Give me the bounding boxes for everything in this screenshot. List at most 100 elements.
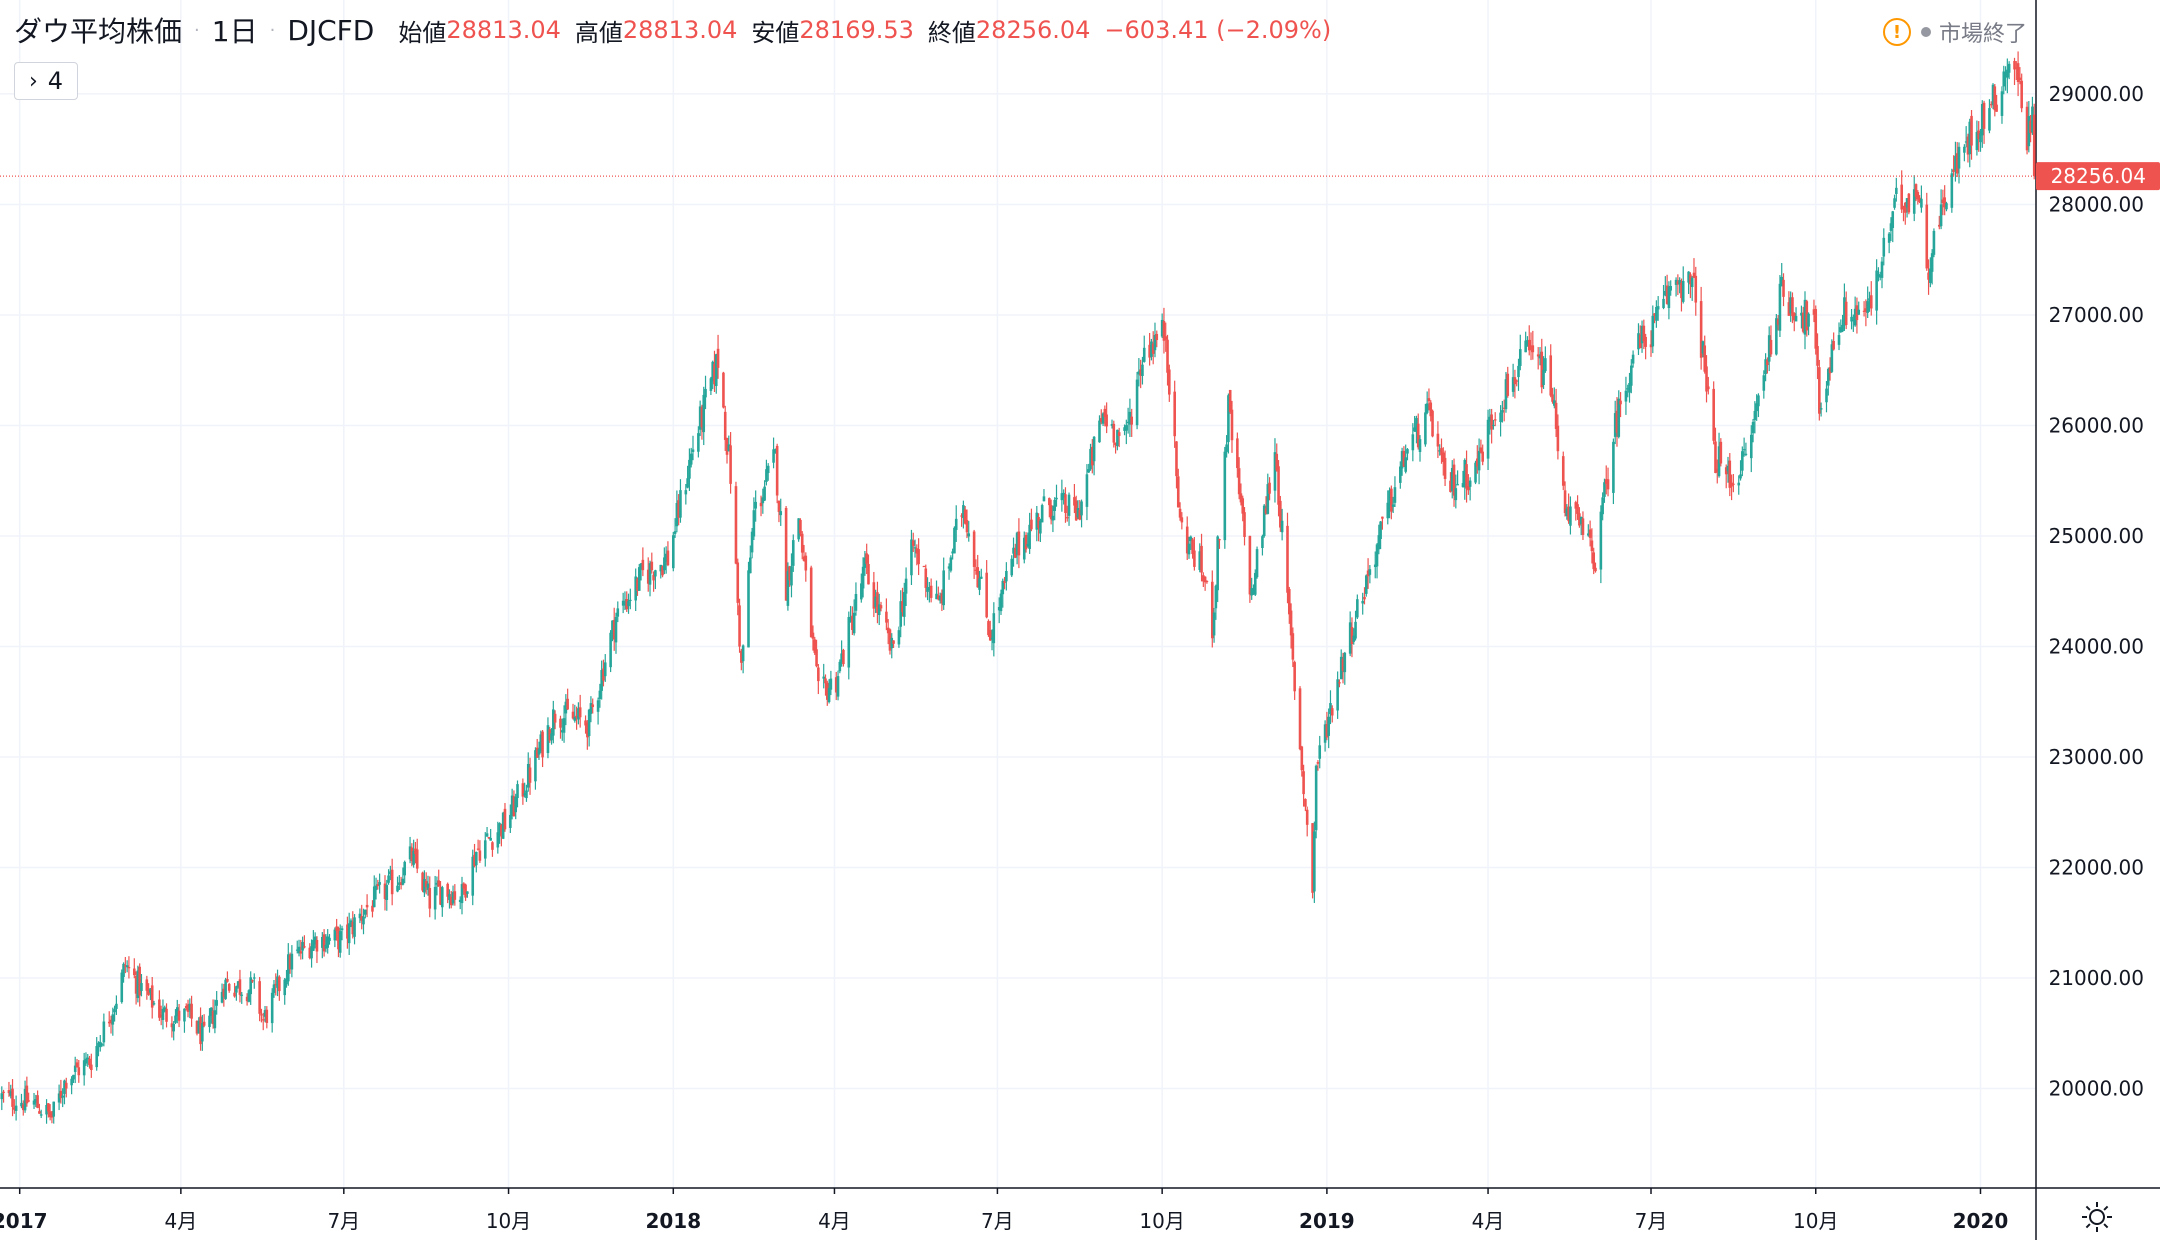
candle-body — [1830, 344, 1834, 372]
candle-body — [1780, 276, 1784, 287]
candle-body — [541, 731, 544, 758]
indicators-toggle-button[interactable]: › 4 — [14, 62, 78, 100]
candle-body — [295, 949, 299, 951]
candle-body — [466, 891, 469, 894]
candle-body — [587, 709, 591, 737]
y-tick-label: 28000.00 — [2049, 192, 2144, 216]
candle-body — [1039, 520, 1042, 534]
settings-sun-icon[interactable] — [2080, 1200, 2114, 1234]
candle-body — [1501, 410, 1504, 413]
candle-body — [489, 837, 492, 841]
candle-body — [1644, 336, 1647, 347]
x-tick-label: 2019 — [1299, 1209, 1355, 1233]
candle-body — [1255, 549, 1259, 578]
candle-body — [786, 571, 790, 606]
candle-body — [1465, 464, 1468, 489]
candle-body — [423, 878, 426, 893]
candle-body — [1536, 354, 1540, 357]
candle-body — [213, 1010, 217, 1029]
candle-body — [1178, 508, 1182, 518]
candle-body — [1112, 423, 1116, 443]
candle-body — [313, 936, 317, 945]
candle-body — [1175, 441, 1178, 477]
candle-body — [629, 599, 632, 602]
candle-body — [528, 767, 532, 783]
candle-body — [2007, 63, 2011, 73]
candle-body — [1316, 762, 1320, 764]
candle-body — [224, 979, 227, 999]
candle-body — [95, 1046, 98, 1068]
candle-body — [750, 531, 754, 553]
candle-body — [1266, 484, 1270, 514]
candle-body — [125, 965, 129, 968]
candle-body — [779, 511, 783, 516]
candle-body — [550, 733, 553, 741]
candle-body — [1853, 308, 1857, 326]
candle-body — [1880, 261, 1884, 278]
candle-body — [865, 553, 868, 564]
y-tick-label: 26000.00 — [2049, 413, 2144, 437]
candle-body — [2031, 106, 2034, 133]
candle-body — [942, 570, 945, 606]
candle-body — [1551, 394, 1554, 402]
candle-body — [817, 667, 820, 682]
candle-body — [1366, 570, 1370, 577]
candle-body — [974, 569, 978, 571]
candle-body — [13, 1107, 16, 1110]
candle-body — [512, 796, 516, 817]
candle-body — [1737, 482, 1741, 486]
candle-body — [1775, 318, 1778, 355]
candle-body — [1488, 416, 1492, 422]
candle-body — [1653, 313, 1656, 316]
candle-body — [729, 445, 732, 484]
candle-body — [1502, 407, 1506, 409]
candle-body — [496, 832, 500, 848]
low-value: 28169.53 — [799, 16, 914, 44]
warning-icon[interactable]: ! — [1882, 18, 1911, 46]
x-tick-label: 7月 — [1635, 1209, 1668, 1233]
candle-body — [1882, 237, 1886, 257]
candle-body — [861, 566, 865, 589]
candle-body — [1993, 86, 1997, 111]
candle-body — [1615, 410, 1619, 433]
candle-body — [374, 885, 378, 891]
instrument-title[interactable]: ダウ平均株価 — [14, 15, 183, 48]
candle-body — [874, 596, 877, 607]
candle-body — [1762, 375, 1766, 391]
candle-body — [1318, 745, 1322, 759]
candle-body — [1490, 414, 1493, 430]
candle-body — [0, 1093, 4, 1100]
candle-body — [1619, 400, 1622, 405]
candle-body — [2027, 116, 2031, 147]
candle-body — [288, 954, 292, 970]
candle-body — [1098, 420, 1101, 443]
candle-body — [1938, 224, 1941, 227]
candle-body — [614, 617, 618, 643]
candle-body — [415, 849, 419, 869]
candle-body — [535, 747, 539, 758]
candle-body — [408, 846, 412, 860]
candle-body — [1168, 369, 1171, 395]
candle-body — [1305, 809, 1309, 825]
candle-body — [1400, 451, 1404, 469]
candle-body — [1588, 529, 1592, 538]
market-status[interactable]: ! 市場終了 — [1882, 16, 2027, 48]
candle-body — [510, 795, 514, 816]
interval-label[interactable]: 1日 — [211, 15, 258, 48]
candle-body — [290, 953, 294, 970]
candle-body — [1606, 479, 1610, 490]
candle-body — [589, 703, 593, 714]
candle-body — [1855, 305, 1859, 320]
candle-body — [1338, 682, 1341, 684]
candle-body — [462, 883, 466, 889]
candle-body — [1012, 547, 1015, 554]
candle-body — [616, 608, 620, 617]
candle-body — [1857, 309, 1861, 315]
candle-body — [1889, 223, 1893, 231]
candle-body — [1753, 410, 1757, 420]
candle-body — [297, 946, 301, 954]
candle-body — [1764, 359, 1767, 375]
candle-body — [1142, 347, 1146, 362]
symbol-label[interactable]: DJCFD — [287, 13, 375, 47]
